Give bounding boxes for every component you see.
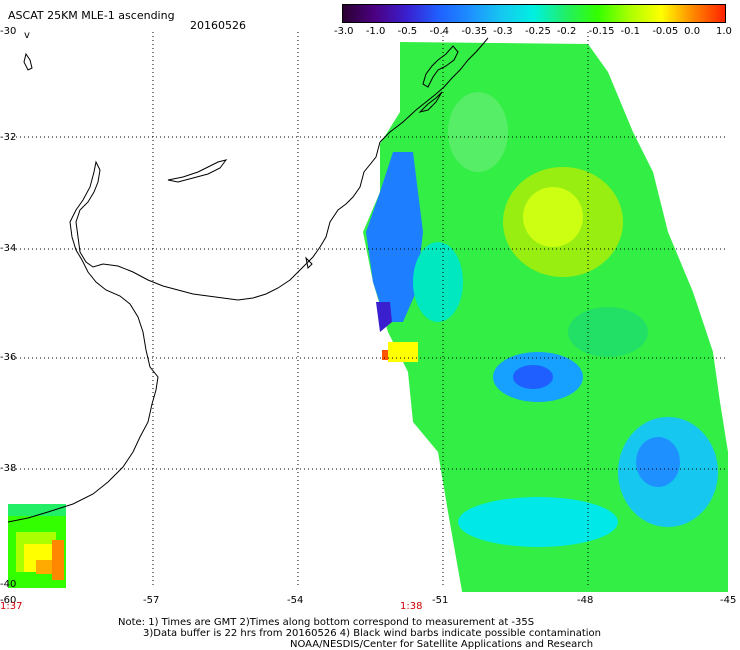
coastline-islet — [305, 256, 313, 270]
colorbar-tick-label: -0.1 — [620, 26, 641, 37]
colorbar-tick-labels: -3.0 -1.0 -0.5 -0.4 -0.35 -0.3 -0.25 -0.2 -0.15-… — [330, 27, 740, 39]
swath-deep-blue-center — [513, 365, 553, 389]
lagoa-dos-patos — [422, 45, 459, 88]
note-line-1: Note: 1) Times are GMT 2)Times along bot… — [118, 617, 535, 628]
rio-de-la-plata-river — [167, 159, 228, 183]
coastline-brazil-south — [379, 37, 489, 143]
swath-patch-southwest — [8, 504, 66, 588]
colorbar-tick-label: -0.5 — [397, 26, 418, 37]
colorbar-tick-label: -0.05 — [652, 26, 679, 37]
swath-blue-coastal — [366, 152, 423, 322]
note-line-2: 3)Data buffer is 22 hrs from 20160526 4)… — [143, 628, 601, 639]
swath-green-patch — [448, 92, 508, 172]
lon-label-57: -57 — [143, 595, 160, 606]
time-label-left: 1:37 — [0, 601, 23, 612]
lagoa-mirim — [418, 91, 443, 113]
colorbar — [342, 4, 726, 23]
lon-label-48: -48 — [577, 595, 594, 606]
swath-yellow-cell — [388, 342, 418, 362]
colorbar-tick-label: -0.4 — [429, 26, 450, 37]
swath-cyan-west — [413, 242, 463, 322]
swath-cyan-south — [458, 497, 618, 547]
north-marker: v — [24, 30, 30, 41]
lat-label-32: -32 — [0, 132, 17, 143]
colorbar-tick-label: 0.0 — [684, 26, 701, 37]
colorbar-fill — [343, 5, 725, 22]
colorbar-tick-label: -0.25 — [525, 26, 551, 37]
lon-label-45: -45 — [720, 595, 737, 606]
lat-label-30: -30 — [0, 26, 17, 37]
coastline-south-america — [7, 141, 381, 523]
swath-data — [363, 42, 728, 597]
colorbar-tick-label: -0.2 — [556, 26, 577, 37]
coastline-island — [23, 52, 33, 71]
lat-label-34: -34 — [0, 243, 17, 254]
coastline — [7, 37, 489, 523]
lat-label-36: -36 — [0, 352, 17, 363]
product-title: ASCAT 25KM MLE-1 ascending — [8, 9, 175, 22]
colorbar-tick-label: -3.0 — [334, 26, 354, 37]
lon-label-60: -60 — [0, 595, 17, 606]
lat-label-40: -40 — [0, 579, 17, 590]
graticule — [8, 32, 728, 588]
swath-red-cell — [382, 350, 388, 360]
swath-blue-east — [636, 437, 680, 487]
swath-purple-coastal — [376, 302, 392, 332]
lon-label-51: -51 — [432, 595, 449, 606]
time-label-center: 1:38 — [400, 601, 423, 612]
colorbar-tick-label: -0.3 — [493, 26, 513, 37]
colorbar-gradient — [343, 5, 725, 22]
note-line-3: NOAA/NESDIS/Center for Satellite Applica… — [290, 639, 594, 650]
map-panel — [7, 32, 728, 597]
swath-green-mid — [568, 307, 648, 357]
colorbar-tick-label: 1.0 — [716, 26, 732, 37]
swath-yellow-area — [523, 187, 583, 247]
colorbar-tick-label: -1.0 — [365, 26, 386, 37]
product-date: 20160526 — [190, 19, 246, 32]
lon-label-54: -54 — [287, 595, 304, 606]
lat-label-38: -38 — [0, 463, 17, 474]
colorbar-tick-label: -0.35 — [461, 26, 488, 37]
colorbar-tick-label: -0.15 — [588, 26, 615, 37]
